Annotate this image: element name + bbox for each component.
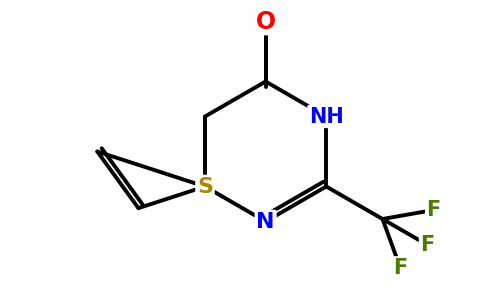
Text: O: O — [256, 10, 276, 34]
Text: NH: NH — [309, 106, 344, 127]
Text: F: F — [421, 235, 435, 255]
Text: F: F — [393, 258, 408, 278]
Text: S: S — [197, 176, 213, 196]
Text: N: N — [257, 212, 275, 232]
Text: F: F — [426, 200, 441, 220]
